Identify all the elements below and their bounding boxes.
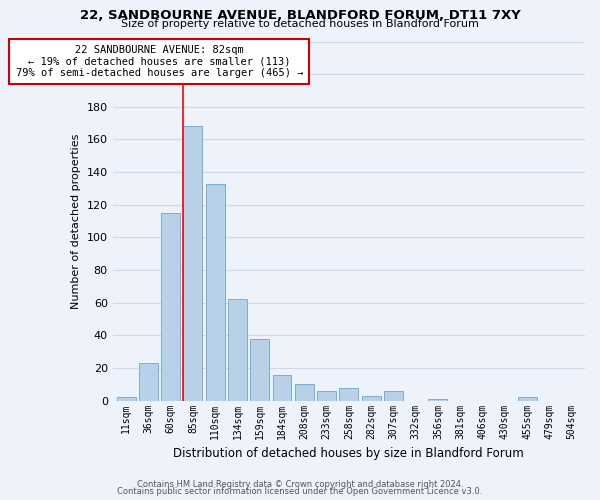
Bar — [228, 300, 247, 400]
Bar — [116, 398, 136, 400]
Bar — [295, 384, 314, 400]
Text: Size of property relative to detached houses in Blandford Forum: Size of property relative to detached ho… — [121, 19, 479, 29]
Text: 22 SANDBOURNE AVENUE: 82sqm
← 19% of detached houses are smaller (113)
79% of se: 22 SANDBOURNE AVENUE: 82sqm ← 19% of det… — [16, 45, 303, 78]
Text: Contains HM Land Registry data © Crown copyright and database right 2024.: Contains HM Land Registry data © Crown c… — [137, 480, 463, 489]
Bar — [184, 126, 202, 400]
Bar — [250, 338, 269, 400]
Bar — [362, 396, 380, 400]
Bar — [384, 391, 403, 400]
Bar — [317, 391, 336, 400]
Text: 22, SANDBOURNE AVENUE, BLANDFORD FORUM, DT11 7XY: 22, SANDBOURNE AVENUE, BLANDFORD FORUM, … — [80, 9, 520, 22]
Bar — [161, 213, 180, 400]
Bar — [206, 184, 224, 400]
Bar — [272, 374, 292, 400]
X-axis label: Distribution of detached houses by size in Blandford Forum: Distribution of detached houses by size … — [173, 447, 524, 460]
Bar — [340, 388, 358, 400]
Bar — [139, 363, 158, 401]
Bar — [428, 399, 448, 400]
Text: Contains public sector information licensed under the Open Government Licence v3: Contains public sector information licen… — [118, 487, 482, 496]
Y-axis label: Number of detached properties: Number of detached properties — [71, 134, 81, 309]
Bar — [518, 398, 536, 400]
